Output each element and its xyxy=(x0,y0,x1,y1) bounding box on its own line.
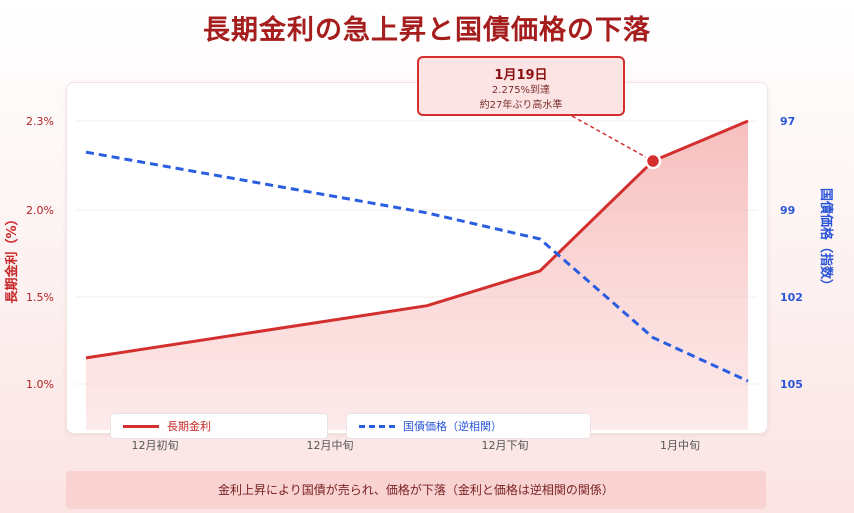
y-tick-label: 2.3% xyxy=(26,115,54,128)
axis-ticks: 1.0% 1.5% 2.0% 2.3% 97 99 102 105 12月初旬 12月中旬 12月下… xyxy=(26,115,803,452)
legend-item-yield[interactable]: 長期金利 xyxy=(110,413,328,439)
callout-value: 2.275%到達 xyxy=(491,85,551,96)
series-lines xyxy=(85,119,749,383)
y2-tick-label: 105 xyxy=(780,378,803,391)
y-axis-title: 長期金利（%） xyxy=(4,212,20,303)
legend-swatch-yield xyxy=(123,424,159,428)
y2-tick-label: 97 xyxy=(780,115,795,128)
annotation-callout: 1月19日 2.275%到達 約27年ぶり高水準 xyxy=(417,56,625,116)
legend-item-price[interactable]: 国債価格（逆相関） xyxy=(346,413,591,439)
yield-area xyxy=(86,121,748,430)
y2-tick-label: 99 xyxy=(780,204,795,217)
price-line xyxy=(85,150,749,383)
callout-date: 1月19日 xyxy=(494,68,548,83)
yield-area-fill xyxy=(86,121,748,430)
y2-axis-title: 国債価格（指数） xyxy=(818,188,834,292)
yield-line xyxy=(85,119,749,360)
footer-note: 金利上昇により国債が売られ、価格が下落（金利と価格は逆相関の関係） xyxy=(66,471,766,509)
x-tick-label: 12月下旬 xyxy=(482,439,529,452)
x-tick-label: 12月中旬 xyxy=(307,439,354,452)
annotation-leader-line xyxy=(571,115,654,162)
annotation-point xyxy=(644,152,662,170)
axis-labels: 長期金利（%） 国債価格（指数） xyxy=(4,188,834,304)
callout-note: 約27年ぶり高水準 xyxy=(479,100,563,111)
x-tick-label: 1月中旬 xyxy=(660,439,700,452)
legend-label-yield: 長期金利 xyxy=(167,420,211,433)
legend-swatch-price xyxy=(359,424,395,428)
legend-label-price: 国債価格（逆相関） xyxy=(403,420,502,433)
annotation-layer xyxy=(571,115,662,170)
page-title: 長期金利の急上昇と国債価格の下落 xyxy=(203,15,651,46)
y2-tick-label: 102 xyxy=(780,291,803,304)
y-tick-label: 2.0% xyxy=(26,204,54,217)
y-tick-label: 1.5% xyxy=(26,291,54,304)
x-tick-label: 12月初旬 xyxy=(132,438,179,452)
y-tick-label: 1.0% xyxy=(26,378,54,391)
